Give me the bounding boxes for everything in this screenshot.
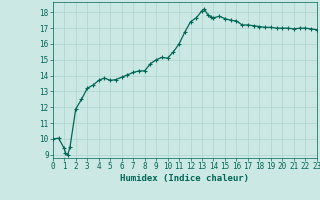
X-axis label: Humidex (Indice chaleur): Humidex (Indice chaleur)	[120, 174, 249, 183]
